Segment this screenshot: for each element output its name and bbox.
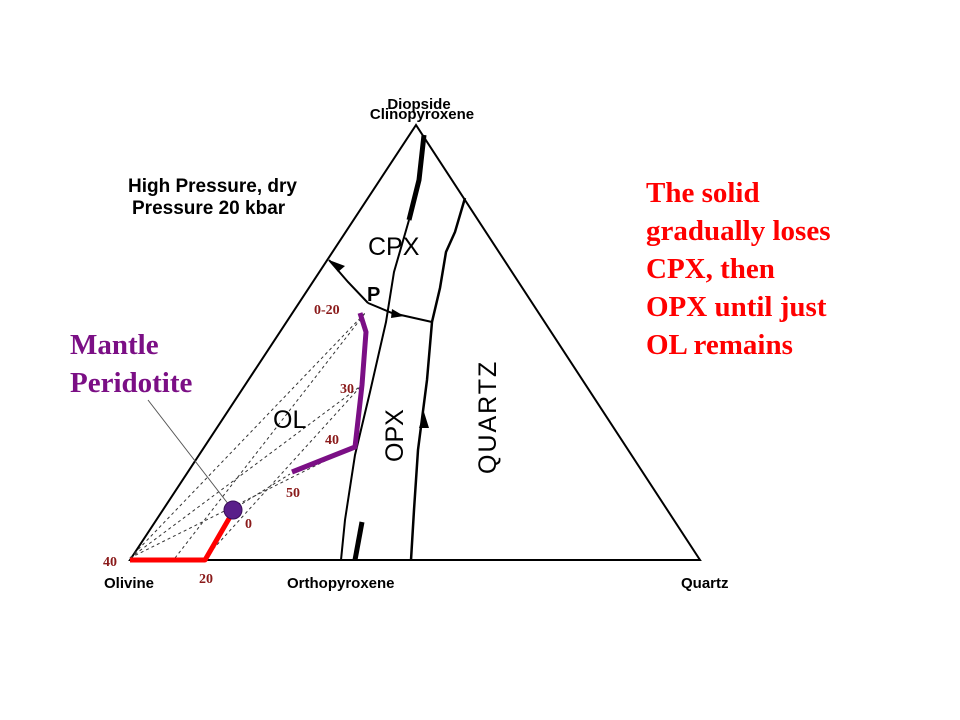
cpx-opx-boundary xyxy=(406,134,427,221)
field-label-quartz: QUARTZ xyxy=(474,360,502,474)
opx-ol-boundary-bold xyxy=(352,521,365,561)
residue-path xyxy=(130,508,237,563)
melt-label-0-20: 0-20 xyxy=(314,303,340,318)
apex-label-orthopyroxene: Orthopyroxene xyxy=(287,575,395,592)
mantle-leader-line xyxy=(147,399,230,506)
boundary-arrow-icon xyxy=(391,309,404,318)
solid-loss-note: The solid gradually loses CPX, then OPX … xyxy=(646,177,831,361)
residue-label-20: 20 xyxy=(199,572,213,587)
melt-path xyxy=(291,312,369,475)
field-label-ol: OL xyxy=(273,406,306,434)
field-label-cpx: CPX xyxy=(368,233,420,261)
apex-label-clinopyroxene: Clinopyroxene xyxy=(370,106,474,123)
conditions-line-2: Pressure 20 kbar xyxy=(132,198,286,219)
tie-lines xyxy=(129,311,367,559)
boundary-arrow-icon xyxy=(419,412,429,428)
residue-label-40: 40 xyxy=(103,555,117,570)
cpx-opx-boundary-thin xyxy=(340,219,410,561)
apex-label-diopside: Diopside xyxy=(387,96,450,113)
melt-label-40: 40 xyxy=(325,433,339,448)
melt-label-50: 50 xyxy=(286,486,300,501)
mantle-peridotite-dot xyxy=(223,500,243,520)
field-label-opx: OPX xyxy=(381,409,409,462)
mantle-peridotite-label: Mantle Peridotite xyxy=(70,329,193,399)
ternary-triangle xyxy=(128,123,702,561)
field-label-p: P xyxy=(367,284,380,306)
residue-label-0: 0 xyxy=(245,517,252,532)
apex-label-quartz: Quartz xyxy=(681,575,729,592)
conditions-line-1: High Pressure, dry xyxy=(128,176,297,197)
boundary-arrow-icon xyxy=(329,260,345,272)
melt-label-30: 30 xyxy=(340,382,354,397)
apex-label-olivine: Olivine xyxy=(104,575,154,592)
